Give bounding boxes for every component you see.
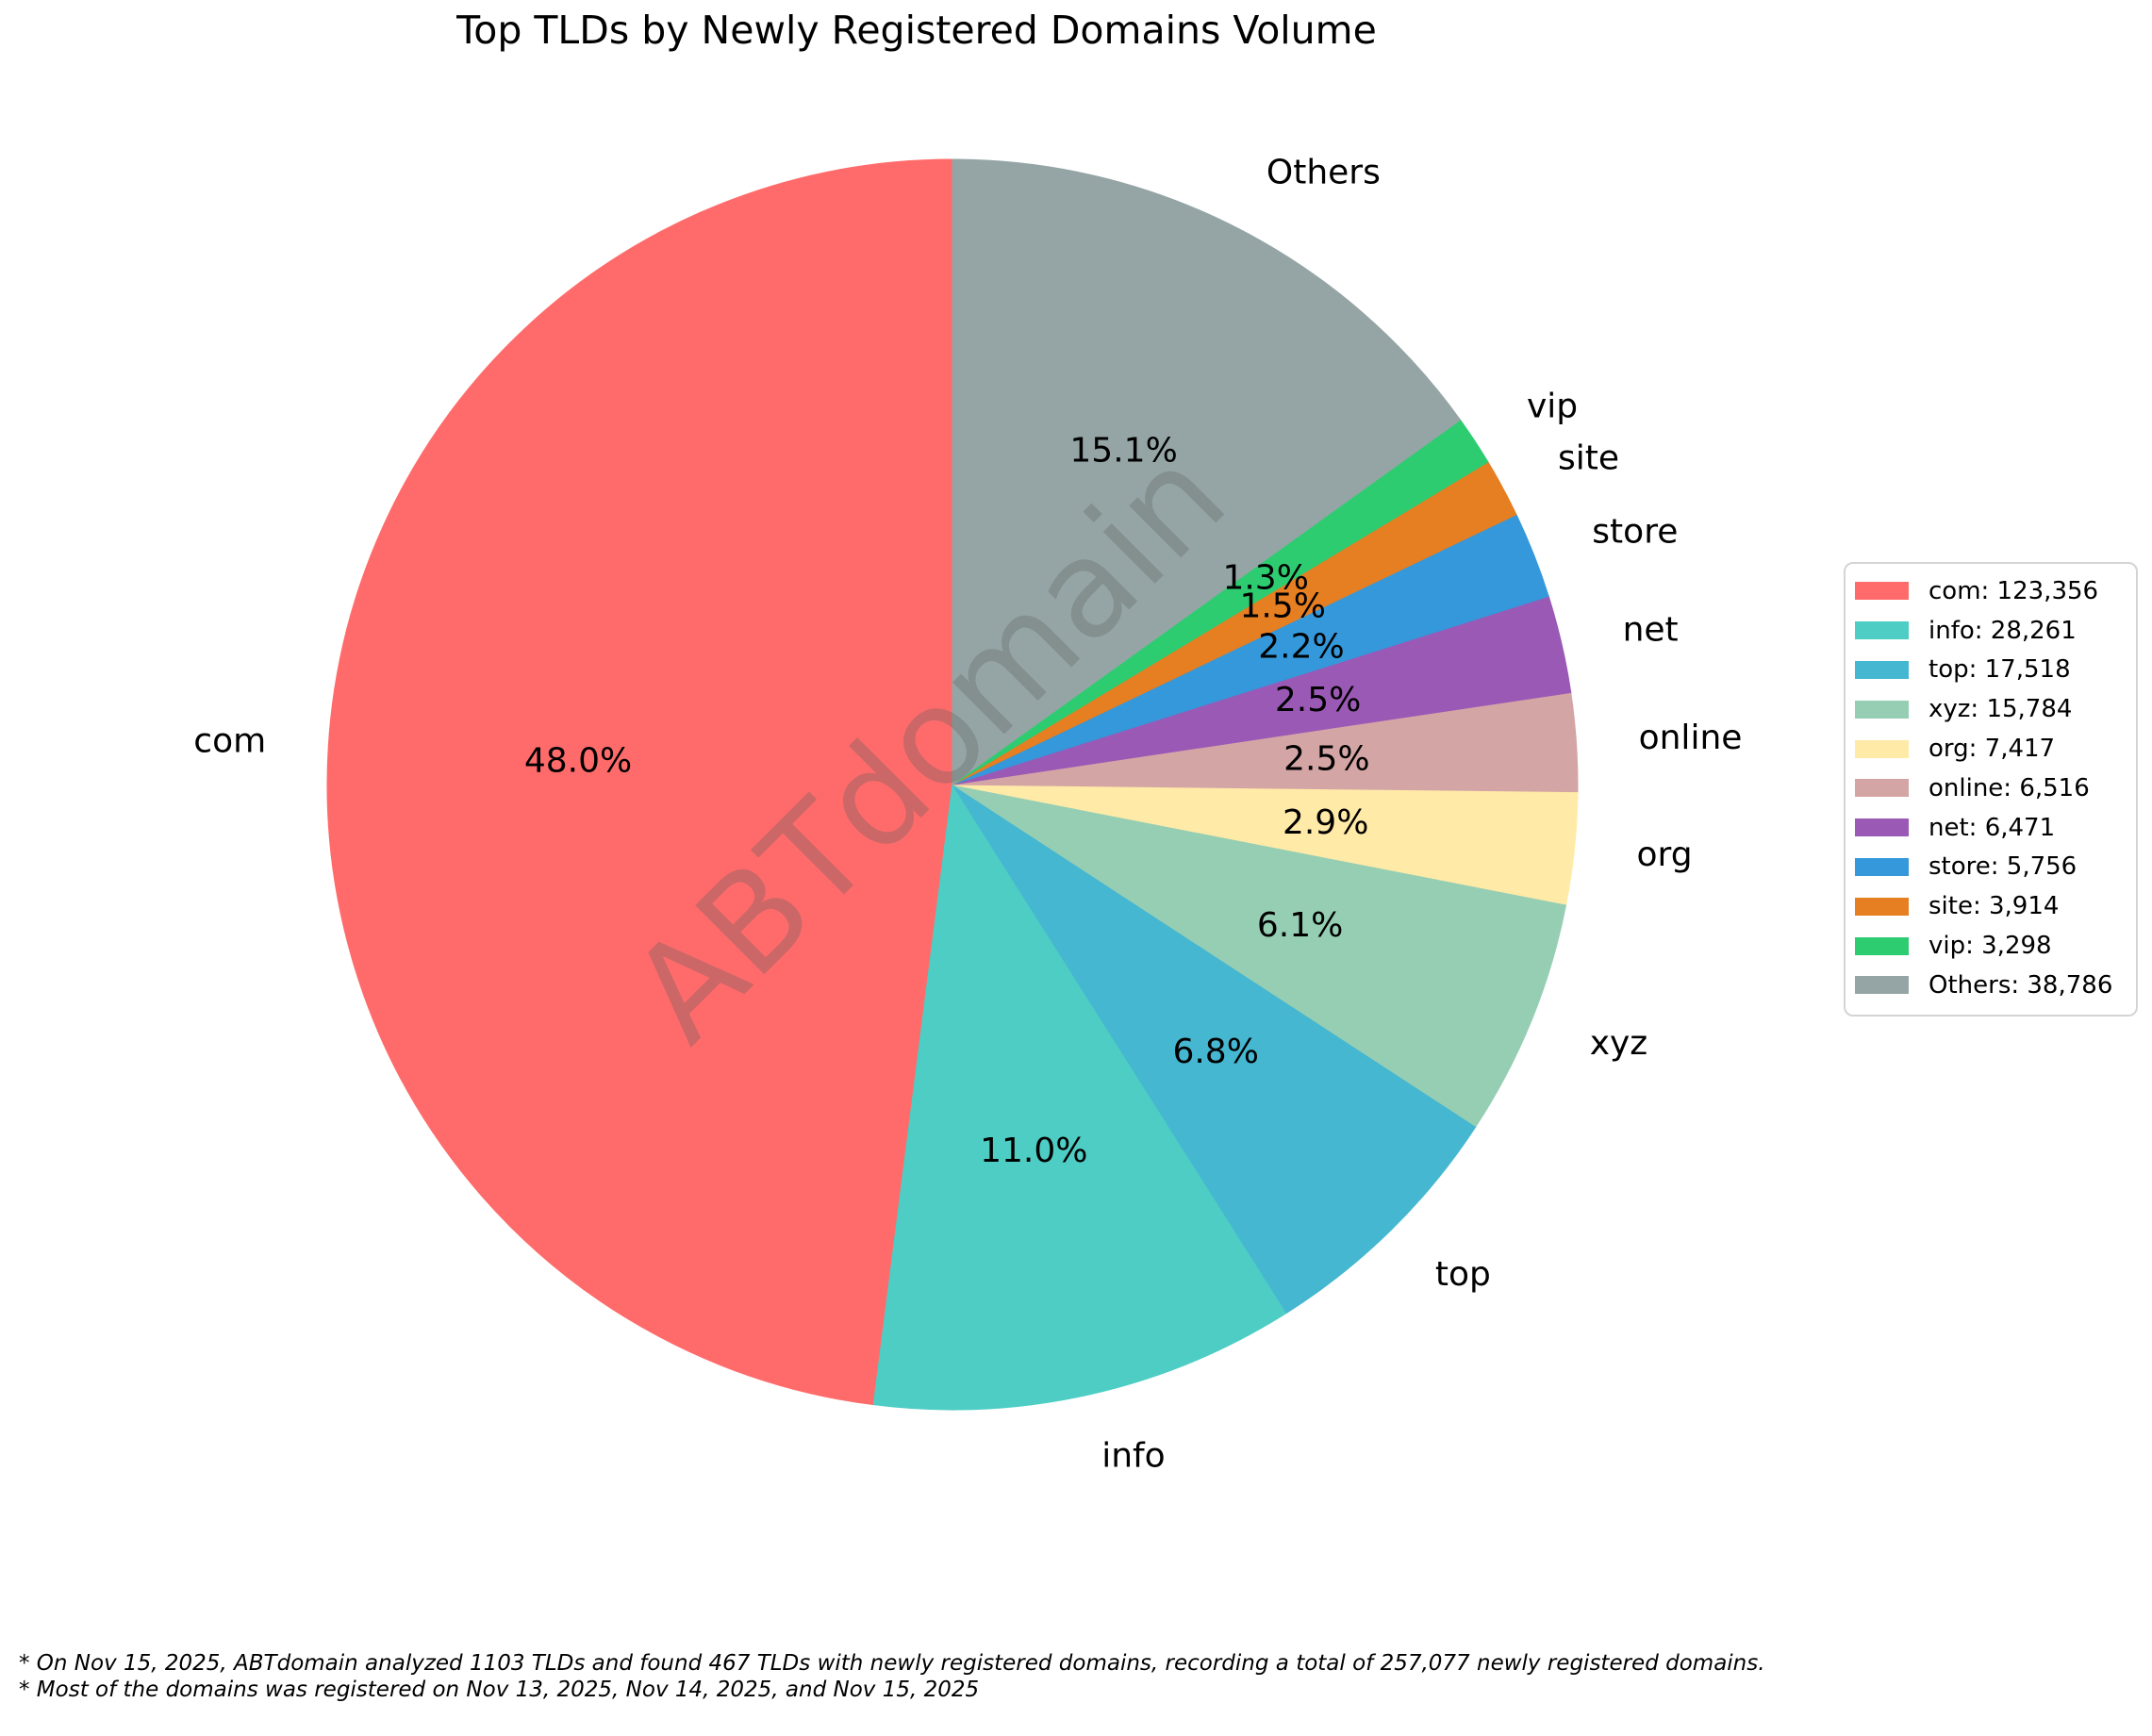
footnote-line-1: * On Nov 15, 2025, ABTdomain analyzed 11…: [19, 1651, 1765, 1676]
legend-swatch-icon: [1855, 739, 1909, 758]
legend-label: store: 5,756: [1929, 852, 2078, 882]
legend-label: site: 3,914: [1929, 892, 2060, 921]
legend-swatch-icon: [1855, 818, 1909, 837]
slice-label-info: info: [1101, 1436, 1166, 1475]
pct-label-online: 2.5%: [1283, 739, 1369, 778]
pie-slice-info: [872, 783, 1288, 1411]
slice-label-site: site: [1558, 438, 1619, 477]
pct-label-org: 2.9%: [1283, 803, 1368, 842]
legend-item-Others: Others: 38,786: [1855, 966, 2130, 1005]
legend-item-top: top: 17,518: [1855, 651, 2130, 690]
legend-swatch-icon: [1855, 621, 1909, 640]
slice-label-top: top: [1435, 1255, 1491, 1294]
slice-label-online: online: [1639, 719, 1743, 757]
pct-label-Others: 15.1%: [1069, 432, 1177, 471]
legend-item-net: net: 6,471: [1855, 808, 2130, 848]
pct-label-store: 2.2%: [1258, 627, 1344, 666]
legend-item-com: com: 123,356: [1855, 571, 2130, 611]
footnote-line-2: * Most of the domains was registered on …: [19, 1678, 980, 1702]
pct-label-site: 1.5%: [1239, 587, 1325, 626]
legend-item-store: store: 5,756: [1855, 848, 2130, 887]
legend-swatch-icon: [1855, 582, 1909, 601]
legend-swatch-icon: [1855, 779, 1909, 798]
legend-label: Others: 38,786: [1929, 970, 2113, 1000]
pct-label-net: 2.5%: [1275, 681, 1361, 719]
pct-label-vip: 1.3%: [1222, 559, 1308, 598]
slice-label-Others: Others: [1266, 154, 1381, 192]
slice-label-vip: vip: [1527, 387, 1578, 425]
legend-label: online: 6,516: [1929, 773, 2090, 802]
legend-swatch-icon: [1855, 936, 1909, 955]
legend-swatch-icon: [1855, 857, 1909, 876]
legend-swatch-icon: [1855, 897, 1909, 916]
legend-item-xyz: xyz: 15,784: [1855, 689, 2130, 729]
legend-label: vip: 3,298: [1929, 932, 2052, 961]
chart-title: Top TLDs by Newly Registered Domains Vol…: [456, 8, 1377, 53]
slice-label-store: store: [1592, 513, 1678, 552]
legend-box: com: 123,356 info: 28,261 top: 17,518 xyz: …: [1844, 562, 2138, 1017]
slice-label-xyz: xyz: [1590, 1024, 1648, 1063]
slice-label-com: com: [193, 721, 266, 760]
pie-slice-xyz: [952, 784, 1567, 1128]
legend-item-vip: vip: 3,298: [1855, 926, 2130, 966]
pie-slice-com: [326, 158, 953, 1406]
legend-label: xyz: 15,784: [1929, 695, 2073, 724]
legend-swatch-icon: [1855, 700, 1909, 719]
legend-item-org: org: 7,417: [1855, 729, 2130, 769]
pct-label-xyz: 6.1%: [1257, 906, 1343, 945]
legend-item-site: site: 3,914: [1855, 886, 2130, 926]
legend-label: info: 28,261: [1929, 616, 2077, 645]
legend-label: net: 6,471: [1929, 813, 2056, 842]
pie-slice-Others: [952, 158, 1462, 785]
pct-label-com: 48.0%: [524, 741, 632, 780]
legend-swatch-icon: [1855, 660, 1909, 679]
legend-swatch-icon: [1855, 976, 1909, 995]
pie-slice-top: [952, 784, 1477, 1314]
legend-label: org: 7,417: [1929, 735, 2056, 764]
pct-label-top: 6.8%: [1172, 1033, 1258, 1071]
legend-label: top: 17,518: [1929, 655, 2071, 685]
slice-label-net: net: [1623, 611, 1679, 650]
pct-label-info: 11.0%: [980, 1132, 1087, 1170]
slice-label-org: org: [1637, 835, 1693, 874]
legend-label: com: 123,356: [1929, 576, 2099, 605]
legend-item-info: info: 28,261: [1855, 611, 2130, 651]
legend-item-online: online: 6,516: [1855, 769, 2130, 808]
